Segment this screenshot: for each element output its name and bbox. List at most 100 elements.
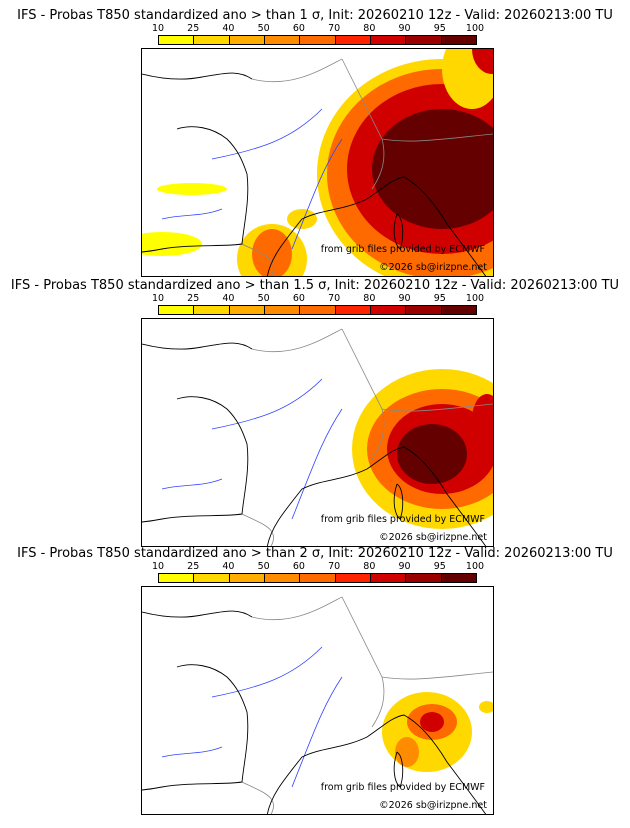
colorbar-tick: 40 <box>222 293 235 304</box>
colorbar-tick: 60 <box>292 293 305 304</box>
colorbar-tick: 25 <box>187 293 200 304</box>
map-panel-1: IFS - Probas T850 standardized ano > tha… <box>0 0 630 277</box>
colorbar-swatch <box>300 36 336 44</box>
colorbar-swatch <box>264 306 301 314</box>
colorbar-tick: 80 <box>363 23 376 34</box>
colorbar-swatch <box>264 574 301 582</box>
colorbar-tick: 90 <box>398 561 411 572</box>
map-canvas <box>142 596 493 814</box>
colorbar-tick: 10 <box>151 293 165 304</box>
colorbar-swatch <box>335 36 371 44</box>
colorbar-tick: 50 <box>257 23 270 34</box>
colorbar-tick: 50 <box>257 561 270 572</box>
probability-area <box>472 394 493 444</box>
colorbar <box>158 35 477 45</box>
source-credit: from grib files provided by ECMWF <box>320 514 485 525</box>
colorbar-swatch <box>406 36 442 44</box>
map-canvas <box>142 49 493 276</box>
colorbar-tick: 90 <box>398 293 411 304</box>
colorbar <box>158 573 477 583</box>
colorbar-tick: 95 <box>433 293 446 304</box>
colorbar-swatch <box>229 574 265 582</box>
colorbar-tick: 50 <box>257 293 270 304</box>
colorbar-swatch <box>370 306 407 314</box>
map-panel-3: IFS - Probas T850 standardized ano > tha… <box>0 538 630 815</box>
country-borders <box>241 596 493 814</box>
colorbar-tick: 80 <box>363 293 376 304</box>
colorbar-tick: 25 <box>187 23 200 34</box>
colorbar-swatch <box>370 574 407 582</box>
colorbar-swatch <box>194 574 230 582</box>
colorbar-ticks: 10 25 40 50 60 70 80 90 95 100 <box>152 23 484 34</box>
colorbar-tick: 100 <box>465 561 485 572</box>
copyright-credit: ©2026 sb@irizpne.net <box>379 262 487 273</box>
panel-title: IFS - Probas T850 standardized ano > tha… <box>10 278 620 293</box>
colorbar-tick: 100 <box>465 23 485 34</box>
coastline <box>142 342 487 546</box>
coastline <box>142 610 487 814</box>
colorbar-tick: 40 <box>222 23 235 34</box>
colorbar-swatch <box>335 574 371 582</box>
colorbar-tick: 10 <box>151 23 165 34</box>
colorbar-swatch <box>441 574 476 582</box>
colorbar-tick: 70 <box>328 561 341 572</box>
colorbar-ticks: 10 25 40 50 60 70 80 90 95 100 <box>152 293 484 304</box>
colorbar-tick: 60 <box>292 23 305 34</box>
probability-area <box>157 183 227 195</box>
coastline <box>142 72 487 276</box>
copyright-credit: ©2026 sb@irizpne.net <box>379 532 487 543</box>
rivers <box>161 108 343 250</box>
colorbar-tick: 80 <box>363 561 376 572</box>
source-credit: from grib files provided by ECMWF <box>320 782 485 793</box>
probability-map: from grib files provided by ECMWF ©2026 … <box>141 318 494 547</box>
panel-title: IFS - Probas T850 standardized ano > tha… <box>17 546 613 561</box>
colorbar-tick: 25 <box>187 561 200 572</box>
probability-area <box>472 49 493 74</box>
probability-map: from grib files provided by ECMWF ©2026 … <box>141 48 494 277</box>
colorbar-tick: 60 <box>292 561 305 572</box>
colorbar-tick: 95 <box>433 23 446 34</box>
colorbar-swatch <box>300 306 336 314</box>
probability-area <box>395 737 419 767</box>
probability-area <box>142 232 202 256</box>
map-canvas <box>142 328 493 546</box>
probability-area <box>252 229 292 276</box>
colorbar-swatch <box>194 36 230 44</box>
colorbar-tick: 95 <box>433 561 446 572</box>
probability-area <box>479 701 493 713</box>
colorbar-tick: 10 <box>151 561 165 572</box>
colorbar-tick: 90 <box>398 23 411 34</box>
colorbar <box>158 305 477 315</box>
colorbar-swatch <box>441 36 476 44</box>
colorbar-tick: 70 <box>328 23 341 34</box>
probability-area <box>420 712 444 732</box>
colorbar-ticks: 10 25 40 50 60 70 80 90 95 100 <box>152 561 484 572</box>
colorbar-tick: 70 <box>328 293 341 304</box>
colorbar-tick: 100 <box>465 293 485 304</box>
source-credit: from grib files provided by ECMWF <box>320 244 485 255</box>
panel-title: IFS - Probas T850 standardized ano > tha… <box>17 8 613 23</box>
colorbar-swatch <box>406 574 442 582</box>
colorbar-swatch <box>335 306 371 314</box>
country-borders <box>241 58 493 276</box>
colorbar-swatch <box>441 306 476 314</box>
copyright-credit: ©2026 sb@irizpne.net <box>379 800 487 811</box>
probability-area <box>372 109 493 229</box>
country-borders <box>241 328 493 546</box>
rivers <box>161 378 343 520</box>
colorbar-swatch <box>406 306 442 314</box>
colorbar-swatch <box>370 36 407 44</box>
probability-map: from grib files provided by ECMWF ©2026 … <box>141 586 494 815</box>
colorbar-tick: 40 <box>222 561 235 572</box>
colorbar-swatch <box>159 574 195 582</box>
colorbar-swatch <box>229 306 265 314</box>
rivers <box>161 646 343 788</box>
colorbar-swatch <box>300 574 336 582</box>
colorbar-swatch <box>229 36 265 44</box>
map-panel-2: IFS - Probas T850 standardized ano > tha… <box>0 270 630 547</box>
probability-area <box>397 424 467 484</box>
colorbar-swatch <box>159 306 195 314</box>
colorbar-swatch <box>264 36 301 44</box>
colorbar-swatch <box>159 36 195 44</box>
colorbar-swatch <box>194 306 230 314</box>
